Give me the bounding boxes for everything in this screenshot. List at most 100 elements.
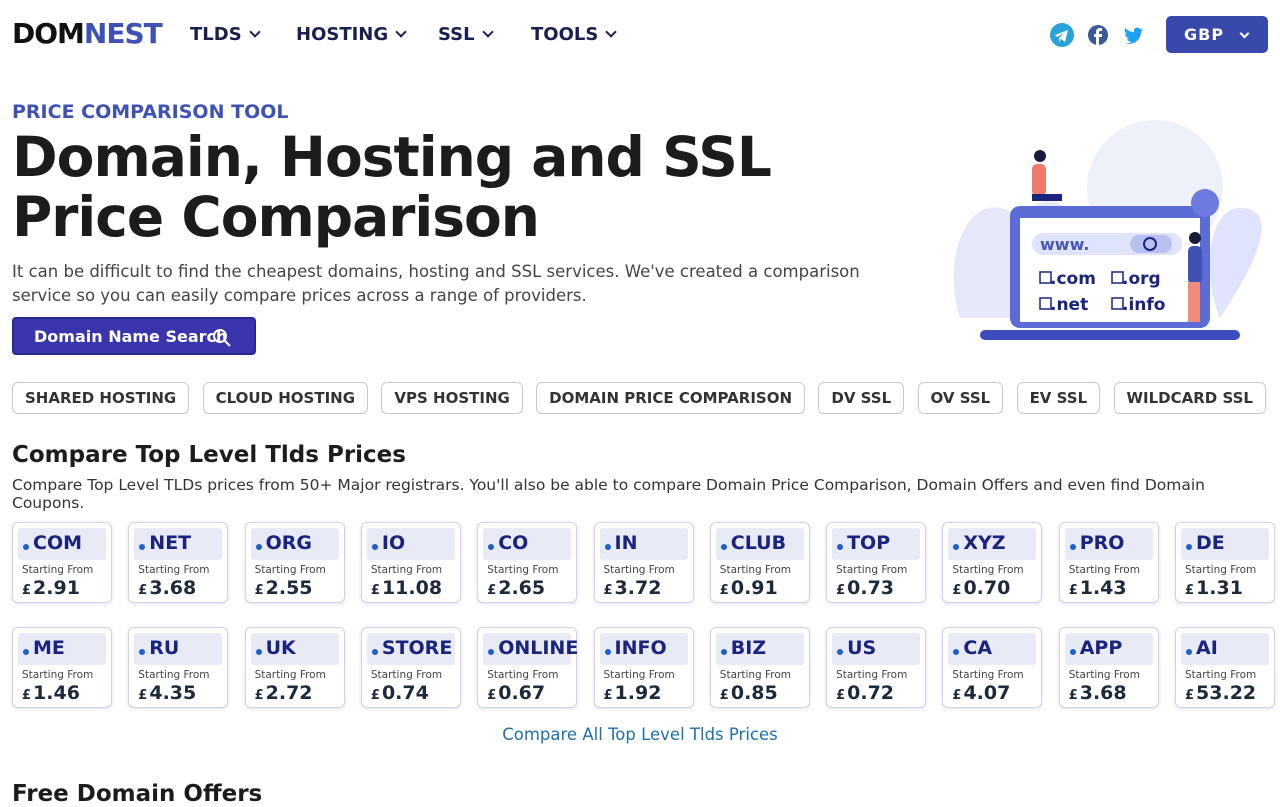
currency-symbol: £ [254,583,264,598]
tld-name: AI [1181,633,1269,665]
tld-card[interactable]: COM Starting From £2.91 [12,522,112,603]
tld-card[interactable]: BIZ Starting From £0.85 [709,627,810,708]
price-value: 1.92 [614,682,662,704]
currency-selector[interactable]: GBP [1166,16,1268,53]
hero-description: It can be difficult to find the cheapest… [12,262,860,305]
category-pill[interactable]: EV SSL [1016,382,1101,414]
twitter-icon[interactable] [1124,27,1143,44]
search-button[interactable]: Domain Name Search [12,317,256,355]
nav-item[interactable]: TOOLS [531,24,615,45]
tld-price: £1.92 [604,682,662,704]
tld-price: £4.35 [138,682,196,704]
tld-card[interactable]: APP Starting From £3.68 [1058,627,1159,708]
currency-symbol: £ [138,688,148,703]
price-value: 3.68 [1079,682,1127,704]
price-value: 1.43 [1079,577,1127,599]
price-label: Starting From [603,564,675,576]
currency-symbol: £ [22,583,32,598]
category-pill[interactable]: WILDCARD SSL [1113,382,1266,414]
category-pill[interactable]: OV SSL [917,382,1004,414]
logo[interactable]: DOMNEST [12,17,163,50]
illustration-text: www. [1040,235,1089,254]
tld-price: £11.08 [371,577,442,599]
illustration-text: .com [1050,269,1096,289]
tld-name: ONLINE [483,633,578,665]
price-label: Starting From [254,564,326,576]
tld-price: £1.31 [1185,577,1243,599]
category-pill[interactable]: VPS HOSTING [381,382,523,414]
tld-price: £1.46 [22,682,80,704]
currency-symbol: £ [836,583,846,598]
tld-card[interactable]: ORG Starting From £2.55 [244,522,345,603]
price-label: Starting From [1068,564,1140,576]
price-label: Starting From [138,564,210,576]
category-pill[interactable]: CLOUD HOSTING [202,382,369,414]
tld-card[interactable]: INFO Starting From £1.92 [593,627,694,708]
category-pill[interactable]: DOMAIN PRICE COMPARISON [536,382,806,414]
category-pill[interactable]: DV SSL [818,382,905,414]
tld-price: £3.68 [138,577,196,599]
currency-symbol: £ [719,583,729,598]
logo-part: DOM [12,17,85,50]
tld-card[interactable]: CLUB Starting From £0.91 [709,522,810,603]
price-value: 4.07 [963,682,1011,704]
tld-price: £0.74 [371,682,429,704]
price-value: 53.22 [1196,682,1257,704]
tld-name: PRO [1064,528,1153,560]
tld-card[interactable]: TOP Starting From £0.73 [826,522,927,603]
tld-price: £4.07 [952,682,1010,704]
currency-symbol: £ [603,688,613,703]
category-pill[interactable]: SHARED HOSTING [12,382,190,414]
tld-card[interactable]: RU Starting From £4.35 [128,627,229,708]
price-label: Starting From [836,564,908,576]
tld-card[interactable]: US Starting From £0.72 [826,627,927,708]
tld-name: UK [250,633,339,665]
currency-symbol: £ [1068,688,1078,703]
social-icons [1050,23,1143,47]
currency-symbol: £ [138,583,148,598]
nav-item[interactable]: TLDS [190,24,259,45]
tld-card[interactable]: ONLINE Starting From £0.67 [477,627,578,708]
price-label: Starting From [719,669,792,681]
currency-symbol: £ [952,583,962,598]
tld-card[interactable]: NET Starting From £3.68 [128,522,229,603]
tld-card[interactable]: UK Starting From £2.72 [244,627,345,708]
tld-price: £3.68 [1069,682,1127,704]
tld-card[interactable]: PRO Starting From £1.43 [1058,522,1159,603]
currency-symbol: £ [254,688,264,703]
tld-card[interactable]: ME Starting From £1.46 [12,627,112,708]
nav-item[interactable]: HOSTING [296,24,405,45]
price-label: Starting From [1185,564,1257,576]
tld-price: £0.91 [720,577,778,599]
nav-item[interactable]: SSL [438,24,492,45]
currency-symbol: £ [1068,583,1078,598]
price-value: 3.72 [614,577,662,599]
price-value: 1.31 [1196,577,1243,599]
tld-name: TOP [832,528,921,560]
price-value: 0.70 [963,577,1011,599]
price-label: Starting From [254,669,326,681]
price-value: 2.72 [265,682,313,704]
tld-card[interactable]: DE Starting From £1.31 [1175,522,1275,603]
tld-card[interactable]: XYZ Starting From £0.70 [942,522,1043,603]
tld-price: £3.72 [604,577,662,599]
tld-price: £2.91 [22,577,80,599]
tld-name: ORG [250,528,339,560]
price-label: Starting From [603,669,675,681]
price-value: 0.73 [847,577,895,599]
price-value: 0.67 [498,682,546,704]
tld-card[interactable]: CA Starting From £4.07 [942,627,1043,708]
price-label: Starting From [1185,669,1257,681]
tld-card[interactable]: STORE Starting From £0.74 [360,627,461,708]
price-label: Starting From [719,564,792,576]
tld-card[interactable]: IN Starting From £3.72 [593,522,694,603]
tld-name: RU [134,633,223,665]
price-label: Starting From [22,564,94,576]
tld-card[interactable]: IO Starting From £11.08 [360,522,461,603]
price-value: 0.72 [847,682,895,704]
hero-title: Price Comparison [12,185,540,249]
tld-card[interactable]: AI Starting From £53.22 [1175,627,1275,708]
hero-title: Domain, Hosting and SSL [12,125,772,189]
compare-all-link[interactable]: Compare All Top Level Tlds Prices [502,725,778,744]
tld-card[interactable]: CO Starting From £2.65 [477,522,578,603]
